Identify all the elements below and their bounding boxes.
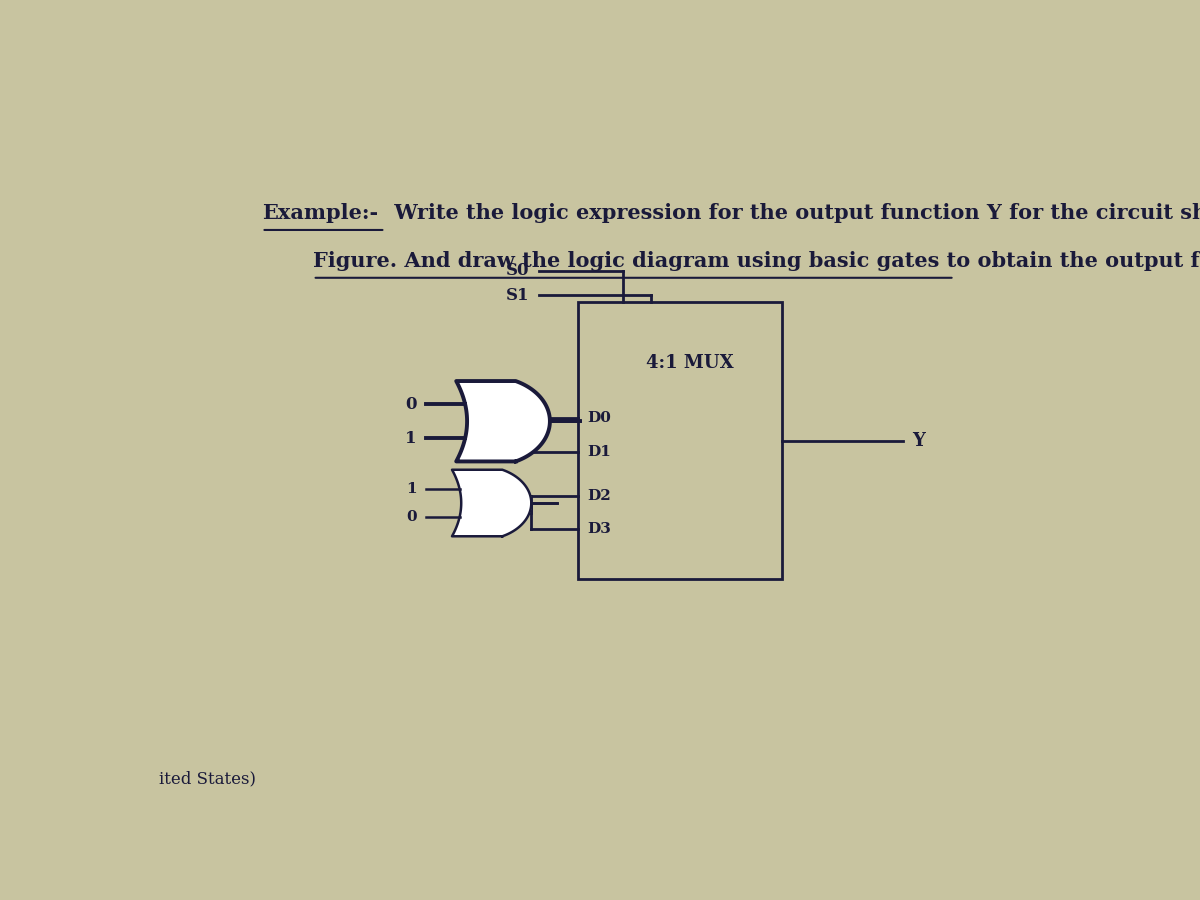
Text: Example:-: Example:- xyxy=(262,202,378,223)
Text: D0: D0 xyxy=(587,411,611,426)
Text: D1: D1 xyxy=(587,445,611,459)
Text: 1: 1 xyxy=(407,482,418,496)
Polygon shape xyxy=(456,381,550,462)
Text: Write the logic expression for the output function Y for the circuit shown in: Write the logic expression for the outpu… xyxy=(388,202,1200,223)
Text: Figure. And draw the logic diagram using basic gates to obtain the output functi: Figure. And draw the logic diagram using… xyxy=(313,251,1200,272)
Text: 1: 1 xyxy=(406,429,416,446)
Text: D2: D2 xyxy=(587,489,611,503)
Text: 4:1 MUX: 4:1 MUX xyxy=(647,354,734,372)
Text: 0: 0 xyxy=(406,396,416,413)
Text: S1: S1 xyxy=(506,286,530,303)
Text: D3: D3 xyxy=(587,522,611,536)
Text: Y: Y xyxy=(913,432,925,450)
Bar xyxy=(578,302,782,580)
Text: S0: S0 xyxy=(506,263,530,279)
Polygon shape xyxy=(452,470,532,536)
Text: 0: 0 xyxy=(407,510,418,524)
Text: ited States): ited States) xyxy=(160,770,257,788)
